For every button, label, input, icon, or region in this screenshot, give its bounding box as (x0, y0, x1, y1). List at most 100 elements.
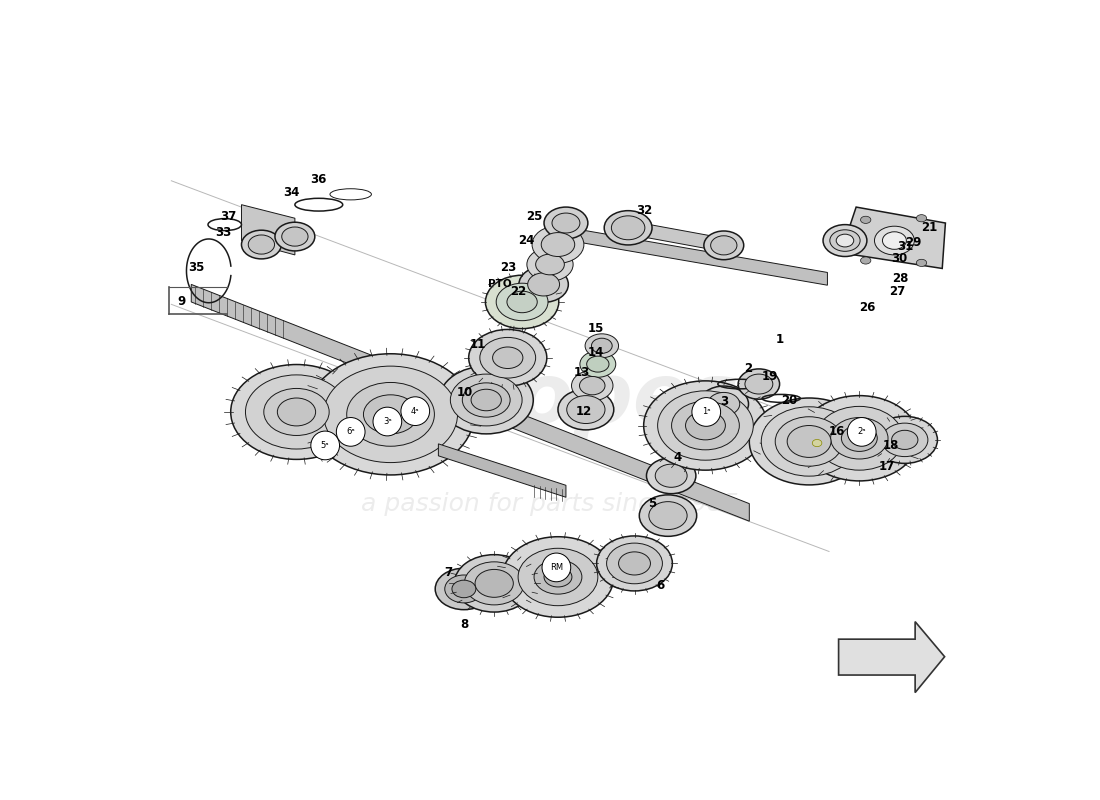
Text: 30: 30 (891, 251, 908, 265)
Ellipse shape (480, 338, 536, 378)
Text: PTO: PTO (488, 278, 512, 289)
Ellipse shape (519, 266, 569, 302)
Ellipse shape (444, 575, 483, 603)
Text: 9: 9 (177, 295, 186, 309)
Ellipse shape (245, 375, 348, 449)
Text: 15: 15 (588, 322, 604, 334)
Ellipse shape (536, 254, 564, 275)
Ellipse shape (518, 548, 597, 606)
Ellipse shape (277, 398, 316, 426)
Ellipse shape (566, 396, 605, 423)
Ellipse shape (860, 216, 871, 223)
Ellipse shape (656, 464, 688, 487)
Ellipse shape (916, 259, 926, 266)
Ellipse shape (842, 425, 878, 451)
Ellipse shape (572, 370, 613, 401)
Ellipse shape (307, 354, 474, 475)
Ellipse shape (346, 382, 434, 446)
Ellipse shape (535, 560, 582, 594)
Ellipse shape (788, 426, 831, 458)
Ellipse shape (872, 416, 937, 463)
Ellipse shape (618, 552, 650, 575)
Ellipse shape (439, 366, 534, 434)
Ellipse shape (507, 291, 537, 313)
Ellipse shape (761, 406, 857, 476)
Text: 10: 10 (456, 386, 473, 398)
Ellipse shape (242, 230, 282, 259)
Ellipse shape (528, 273, 560, 296)
Text: 18: 18 (883, 439, 900, 452)
Ellipse shape (475, 570, 514, 598)
Ellipse shape (558, 390, 614, 430)
Ellipse shape (685, 411, 725, 440)
Ellipse shape (708, 393, 739, 415)
Polygon shape (439, 444, 565, 498)
Ellipse shape (829, 230, 860, 251)
Ellipse shape (586, 356, 609, 372)
Text: 3: 3 (719, 395, 728, 408)
Ellipse shape (815, 406, 903, 470)
Ellipse shape (644, 381, 767, 470)
Ellipse shape (776, 417, 843, 466)
Ellipse shape (323, 366, 458, 462)
Ellipse shape (532, 226, 584, 263)
Polygon shape (628, 221, 724, 252)
Ellipse shape (462, 383, 510, 417)
Text: 1: 1 (776, 333, 783, 346)
Polygon shape (574, 229, 827, 286)
Text: 34: 34 (284, 186, 300, 199)
Ellipse shape (464, 562, 524, 605)
Ellipse shape (436, 568, 493, 610)
Text: 2: 2 (744, 362, 751, 374)
Text: a passion for parts since 1985: a passion for parts since 1985 (361, 492, 739, 516)
Text: 36: 36 (310, 174, 327, 186)
Ellipse shape (649, 502, 688, 530)
Ellipse shape (552, 213, 580, 233)
Ellipse shape (860, 257, 871, 264)
Circle shape (337, 418, 365, 446)
Ellipse shape (596, 536, 672, 591)
Ellipse shape (704, 231, 744, 260)
Ellipse shape (881, 423, 928, 457)
Ellipse shape (604, 210, 652, 245)
Text: 31: 31 (898, 240, 914, 253)
Ellipse shape (469, 330, 547, 386)
Text: 29: 29 (905, 236, 922, 249)
Ellipse shape (527, 248, 573, 282)
Text: 7: 7 (444, 566, 453, 579)
Text: 5: 5 (648, 497, 657, 510)
Ellipse shape (264, 389, 329, 435)
Text: 35: 35 (188, 261, 205, 274)
Ellipse shape (282, 227, 308, 246)
Ellipse shape (249, 235, 275, 254)
Text: 33: 33 (214, 226, 231, 239)
Ellipse shape (471, 390, 502, 410)
Ellipse shape (672, 401, 739, 450)
Ellipse shape (580, 377, 605, 395)
Ellipse shape (496, 283, 548, 321)
Ellipse shape (801, 396, 918, 481)
Text: 23: 23 (500, 261, 517, 274)
Ellipse shape (450, 374, 522, 426)
Ellipse shape (749, 398, 869, 485)
Ellipse shape (658, 391, 754, 460)
Ellipse shape (503, 537, 614, 618)
Text: 1ᵃ: 1ᵃ (702, 407, 711, 417)
Ellipse shape (606, 543, 662, 584)
Polygon shape (850, 207, 945, 269)
Text: 37: 37 (220, 210, 236, 223)
Ellipse shape (812, 439, 822, 446)
Ellipse shape (592, 338, 613, 354)
Ellipse shape (231, 365, 362, 459)
Polygon shape (242, 205, 295, 255)
Text: 19: 19 (762, 370, 778, 382)
Ellipse shape (823, 225, 867, 257)
Text: 3ᵃ: 3ᵃ (383, 417, 392, 426)
Text: 25: 25 (526, 210, 542, 223)
Ellipse shape (541, 233, 574, 257)
Text: 4: 4 (673, 451, 682, 464)
Circle shape (847, 418, 876, 446)
Text: 6ᵃ: 6ᵃ (346, 427, 355, 436)
Text: 8: 8 (461, 618, 469, 631)
Ellipse shape (585, 334, 618, 358)
